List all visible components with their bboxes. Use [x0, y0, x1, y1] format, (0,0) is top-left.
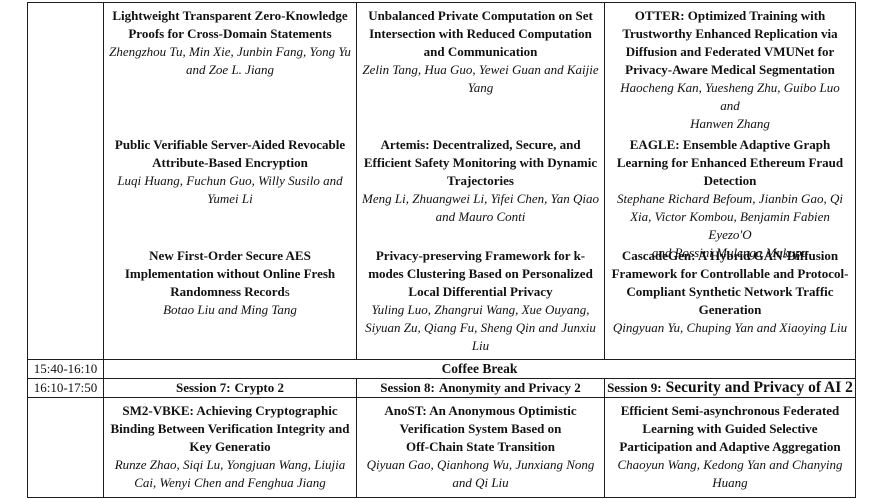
- paper-entry: EAGLE: Ensemble Adaptive Graph Learning …: [610, 136, 850, 260]
- session-name: Anonymity and Privacy 2: [438, 380, 581, 395]
- paper-stack: Unbalanced Private Computation on Set In…: [357, 3, 604, 355]
- paper-title: OTTER: Optimized Training with Trustwort…: [622, 8, 838, 77]
- paper-authors: Zhengzhou Tu, Min Xie, Junbin Fang, Yong…: [109, 44, 351, 77]
- paper-title: EAGLE: Ensemble Adaptive Graph Learning …: [616, 137, 844, 188]
- time-cell-sessions: 16:10-17:50: [27, 378, 104, 398]
- paper-authors: Botao Liu and Ming Tang: [163, 302, 297, 317]
- papers-row-2: SM2-VBKE: Achieving Cryptographic Bindin…: [27, 397, 856, 498]
- paper-authors: Yuling Luo, Zhangrui Wang, Xue Ouyang, S…: [365, 302, 596, 353]
- paper-entry: CascadeGen: A Hybrid GAN-Diffusion Frame…: [610, 247, 850, 337]
- time-cell-break: 15:40-16:10: [27, 359, 104, 379]
- coffee-break-label: Coffee Break: [103, 359, 856, 379]
- paper-title-main: New First-Order Secure AES Implementatio…: [124, 248, 336, 299]
- paper-title: Privacy-preserving Framework for k- mode…: [368, 248, 593, 299]
- track-2-papers-cell: Unbalanced Private Computation on Set In…: [356, 2, 605, 360]
- paper-stack: SM2-VBKE: Achieving Cryptographic Bindin…: [104, 398, 356, 492]
- paper-title: New First-Order Secure AES Implementatio…: [109, 247, 351, 301]
- track-1-papers-cell: Lightweight Transparent Zero-Knowledge P…: [103, 2, 357, 360]
- time-cell-empty-bottom: [27, 397, 104, 498]
- session-7-header: Session 7: Crypto 2: [103, 378, 357, 398]
- paper-authors: Meng Li, Zhuangwei Li, Yifei Chen, Yan Q…: [362, 191, 599, 224]
- session-prefix: Session 9:: [607, 380, 662, 395]
- paper-entry: Privacy-preserving Framework for k- mode…: [362, 247, 599, 355]
- paper-title: Efficient Semi-asynchronous Federated Le…: [619, 403, 841, 454]
- session-name: Crypto 2: [234, 380, 284, 395]
- paper-title: Lightweight Transparent Zero-Knowledge P…: [112, 8, 348, 41]
- paper-authors: Stephane Richard Befoum, Jianbin Gao, Qi…: [617, 191, 843, 260]
- paper-stack: AnoST: An Anonymous Optimistic Verificat…: [357, 398, 604, 492]
- session-8-header: Session 8: Anonymity and Privacy 2: [356, 378, 605, 398]
- paper-entry: Artemis: Decentralized, Secure, and Effi…: [362, 136, 599, 247]
- paper-entry: Efficient Semi-asynchronous Federated Le…: [610, 402, 850, 492]
- paper-entry: New First-Order Secure AES Implementatio…: [109, 247, 351, 319]
- track-3-papers-cell: OTTER: Optimized Training with Trustwort…: [604, 2, 856, 360]
- paper-title: Artemis: Decentralized, Secure, and Effi…: [363, 137, 598, 188]
- paper-authors: Chaoyun Wang, Kedong Yan and Chanying Hu…: [617, 457, 843, 490]
- paper-title: Public Verifiable Server-Aided Revocable…: [114, 137, 346, 170]
- paper-title: SM2-VBKE: Achieving Cryptographic Bindin…: [110, 403, 350, 454]
- paper-entry: Unbalanced Private Computation on Set In…: [362, 7, 599, 136]
- paper-entry: AnoST: An Anonymous Optimistic Verificat…: [362, 402, 599, 492]
- session-9-header: Session 9: Security and Privacy of AI 2: [604, 378, 856, 398]
- session-name: Security and Privacy of AI 2: [665, 379, 853, 396]
- coffee-break-row: 15:40-16:10 Coffee Break: [27, 359, 856, 379]
- paper-title: Unbalanced Private Computation on Set In…: [368, 8, 593, 59]
- paper-stack: Lightweight Transparent Zero-Knowledge P…: [104, 3, 356, 319]
- paper-authors: Runze Zhao, Siqi Lu, Yongjuan Wang, Liuj…: [114, 457, 346, 490]
- track-1-papers-cell: SM2-VBKE: Achieving Cryptographic Bindin…: [103, 397, 357, 498]
- time-cell-empty-top: [27, 2, 104, 360]
- paper-title: CascadeGen: A Hybrid GAN-Diffusion Frame…: [611, 248, 849, 317]
- session-prefix: Session 8:: [380, 380, 435, 395]
- paper-title-tail: s: [284, 284, 290, 299]
- paper-stack: Efficient Semi-asynchronous Federated Le…: [605, 398, 855, 492]
- session-prefix: Session 7:: [175, 380, 231, 395]
- paper-stack: OTTER: Optimized Training with Trustwort…: [605, 3, 855, 337]
- session-header-row: 16:10-17:50 Session 7: Crypto 2 Session 8…: [27, 378, 856, 398]
- paper-entry: OTTER: Optimized Training with Trustwort…: [610, 7, 850, 136]
- program-table: Lightweight Transparent Zero-Knowledge P…: [27, 2, 856, 498]
- paper-authors: Zelin Tang, Hua Guo, Yewei Guan and Kaij…: [362, 62, 599, 95]
- track-3-papers-cell: Efficient Semi-asynchronous Federated Le…: [604, 397, 856, 498]
- paper-title: AnoST: An Anonymous Optimistic Verificat…: [384, 403, 577, 454]
- paper-authors: Luqi Huang, Fuchun Guo, Willy Susilo and…: [117, 173, 343, 206]
- paper-authors: Haocheng Kan, Yuesheng Zhu, Guibo Luo an…: [620, 80, 840, 131]
- paper-authors: Qiyuan Gao, Qianhong Wu, Junxiang Nong a…: [366, 457, 595, 490]
- paper-entry: Public Verifiable Server-Aided Revocable…: [109, 136, 351, 247]
- papers-row-1: Lightweight Transparent Zero-Knowledge P…: [27, 2, 856, 360]
- paper-authors: Qingyuan Yu, Chuping Yan and Xiaoying Li…: [612, 320, 848, 335]
- paper-entry: SM2-VBKE: Achieving Cryptographic Bindin…: [109, 402, 351, 492]
- paper-entry: Lightweight Transparent Zero-Knowledge P…: [109, 7, 351, 136]
- track-2-papers-cell: AnoST: An Anonymous Optimistic Verificat…: [356, 397, 605, 498]
